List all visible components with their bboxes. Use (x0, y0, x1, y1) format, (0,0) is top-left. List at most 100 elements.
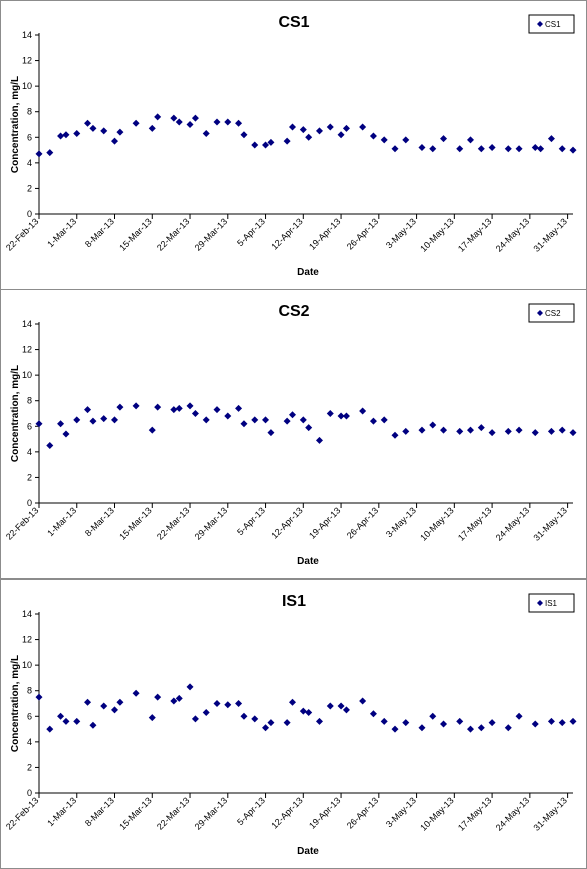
data-point (369, 710, 377, 718)
data-point (488, 429, 496, 437)
y-tick-label: 0 (27, 788, 32, 798)
x-tick-label: 24-May-13 (494, 505, 531, 542)
x-axis-label: Date (297, 267, 319, 278)
data-point (84, 119, 92, 127)
data-point (569, 429, 577, 437)
data-point (326, 702, 334, 710)
data-point (111, 416, 119, 424)
series-is1 (35, 683, 577, 733)
x-tick-label: 5-Apr-13 (235, 505, 267, 537)
y-tick-label: 14 (22, 319, 32, 329)
data-point (305, 708, 313, 716)
series-cs2 (35, 402, 577, 449)
x-tick-label: 22-Feb-13 (4, 505, 40, 541)
data-point (213, 700, 221, 707)
data-point (57, 712, 65, 720)
x-tick-label: 10-May-13 (418, 795, 455, 832)
data-point (515, 145, 523, 153)
data-point (35, 150, 43, 158)
x-tick-label: 31-May-13 (532, 216, 569, 253)
y-tick-label: 12 (22, 56, 32, 66)
x-tick-label: 5-Apr-13 (235, 216, 267, 248)
data-point (35, 420, 43, 428)
data-point (154, 403, 162, 411)
x-tick-label: 24-May-13 (494, 216, 531, 253)
data-point (191, 114, 199, 122)
data-point (62, 717, 70, 725)
data-point (369, 417, 377, 425)
data-point (305, 133, 313, 141)
legend: IS1 (528, 593, 575, 613)
data-point (186, 402, 194, 410)
x-tick-label: 1-Mar-13 (45, 216, 78, 249)
x-tick-label: 17-May-13 (456, 216, 493, 253)
data-point (456, 717, 464, 725)
data-point (224, 701, 232, 709)
data-point (111, 137, 119, 145)
data-point (359, 407, 367, 415)
y-tick-label: 6 (27, 711, 32, 721)
data-point (289, 411, 297, 419)
legend: CS2 (528, 303, 575, 323)
x-tick-label: 15-Mar-13 (117, 795, 153, 831)
data-point (154, 113, 162, 121)
x-tick-label: 1-Mar-13 (45, 505, 78, 538)
data-point (531, 144, 539, 152)
legend-box (528, 14, 575, 34)
x-tick-label: 26-Apr-13 (345, 216, 380, 251)
x-tick-label: 17-May-13 (456, 505, 493, 542)
data-point (456, 145, 464, 153)
x-tick-label: 3-May-13 (384, 505, 418, 539)
data-point (558, 719, 566, 727)
y-tick-label: 14 (22, 30, 32, 40)
data-point (46, 725, 54, 733)
y-tick-label: 10 (22, 660, 32, 670)
data-point (46, 441, 54, 449)
legend-box (528, 593, 575, 613)
data-point (202, 708, 210, 716)
data-point (240, 712, 248, 720)
legend: CS1 (528, 14, 575, 34)
x-tick-label: 29-Mar-13 (193, 795, 229, 831)
data-point (391, 431, 399, 439)
y-tick-label: 14 (22, 609, 32, 619)
data-point (429, 712, 437, 720)
data-point (359, 123, 367, 131)
x-tick-label: 5-Apr-13 (235, 795, 267, 827)
data-point (531, 720, 539, 728)
data-point (89, 721, 97, 729)
data-point (342, 412, 350, 420)
data-point (148, 714, 156, 722)
data-point (283, 137, 291, 145)
x-tick-label: 3-May-13 (384, 216, 418, 250)
y-tick-label: 4 (27, 737, 32, 747)
x-tick-label: 10-May-13 (418, 505, 455, 542)
data-point (111, 706, 119, 714)
data-point (515, 426, 523, 434)
x-tick-label: 8-Mar-13 (83, 216, 116, 249)
y-tick-label: 0 (27, 209, 32, 219)
x-tick-label: 15-Mar-13 (117, 505, 153, 541)
x-axis-label: Date (297, 846, 319, 857)
data-point (267, 138, 275, 146)
x-tick-label: 22-Mar-13 (155, 216, 191, 252)
data-point (289, 123, 297, 131)
data-point (116, 403, 124, 411)
y-axis-label: Concentration, mg/L (10, 76, 21, 173)
data-point (488, 144, 496, 152)
data-point (175, 118, 183, 126)
x-tick-label: 22-Mar-13 (155, 795, 191, 831)
x-tick-label: 22-Feb-13 (4, 216, 40, 252)
data-point (515, 712, 523, 720)
x-tick-label: 26-Apr-13 (345, 505, 380, 540)
x-tick-label: 22-Feb-13 (4, 795, 40, 831)
x-tick-label: 8-Mar-13 (83, 795, 116, 828)
x-tick-label: 31-May-13 (532, 795, 569, 832)
data-point (299, 126, 307, 134)
data-point (418, 724, 426, 732)
data-point (402, 719, 410, 727)
x-tick-label: 10-May-13 (418, 216, 455, 253)
x-tick-label: 15-Mar-13 (117, 216, 153, 252)
